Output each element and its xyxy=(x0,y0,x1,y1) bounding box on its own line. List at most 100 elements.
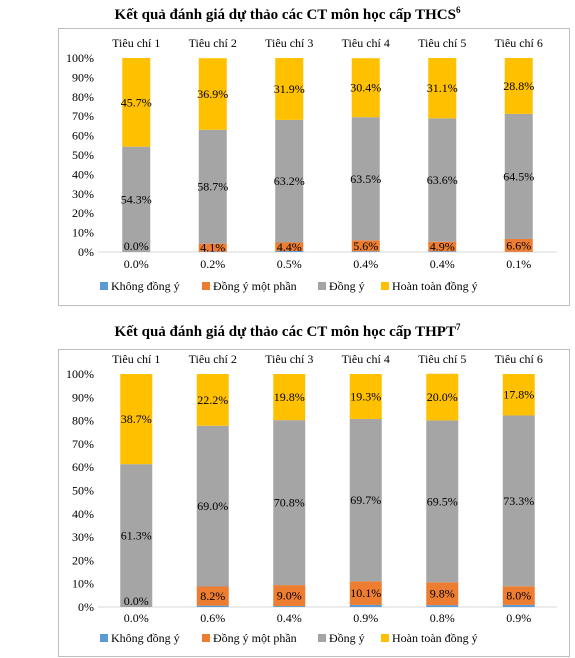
y-tick-label: 90% xyxy=(72,70,94,84)
data-label: 8.2% xyxy=(200,589,225,603)
chart-title-thpt-footnote: 7 xyxy=(455,322,461,332)
bar-segment xyxy=(349,418,382,582)
category-label: Tiêu chí 6 xyxy=(495,352,543,366)
bar-segment xyxy=(120,464,153,607)
data-label: 8.0% xyxy=(506,589,531,603)
bar-segment xyxy=(273,585,306,607)
data-label: 4.1% xyxy=(200,241,225,255)
bar-segment xyxy=(196,425,229,587)
data-label: 19.3% xyxy=(350,389,381,403)
category-label: Tiêu chí 4 xyxy=(342,36,390,50)
data-label: 69.7% xyxy=(350,493,381,507)
bar-segment xyxy=(351,240,380,252)
data-label: 58.7% xyxy=(197,180,228,194)
bar-segment xyxy=(275,251,304,252)
bar-segment xyxy=(428,251,457,252)
bar-segment xyxy=(426,373,459,421)
bar-segment xyxy=(504,58,533,114)
bar-segment xyxy=(351,58,380,118)
data-label: 9.8% xyxy=(430,587,455,601)
bar-segment xyxy=(122,146,151,252)
bar-segment xyxy=(428,118,457,242)
data-label: 61.3% xyxy=(121,529,152,543)
data-label: 19.8% xyxy=(274,390,305,404)
data-label: 10.1% xyxy=(350,586,381,600)
legend-label: Không đồng ý xyxy=(111,279,180,293)
legend-label: Không đồng ý xyxy=(111,631,180,645)
y-tick-label: 20% xyxy=(72,553,94,567)
data-label: 20.0% xyxy=(427,390,458,404)
data-label: 0.1% xyxy=(506,257,531,271)
legend-label: Đồng ý xyxy=(329,279,365,293)
bar-segment xyxy=(428,58,457,119)
data-label: 6.6% xyxy=(506,238,531,252)
bar-segment xyxy=(428,241,457,252)
category-label: Tiêu chí 1 xyxy=(112,352,160,366)
bar-segment xyxy=(502,586,535,605)
y-tick-label: 30% xyxy=(72,187,94,201)
data-label: 0.2% xyxy=(200,257,225,271)
bar-segment xyxy=(351,117,380,241)
bar-segment xyxy=(275,58,304,120)
bar-segment xyxy=(275,242,304,252)
data-label: 0.0% xyxy=(124,611,149,625)
y-tick-label: 10% xyxy=(72,577,94,591)
data-label: 0.9% xyxy=(353,611,378,625)
y-tick-label: 40% xyxy=(72,167,94,181)
data-label: 17.8% xyxy=(503,388,534,402)
data-label: 30.4% xyxy=(350,81,381,95)
data-label: 70.8% xyxy=(274,496,305,510)
legend-label: Đồng ý một phần xyxy=(213,631,297,645)
bar-segment xyxy=(120,374,153,465)
data-label: 36.9% xyxy=(197,87,228,101)
legend-label: Hoàn toàn đồng ý xyxy=(392,279,478,293)
bar-segment xyxy=(349,604,382,607)
data-label: 0.0% xyxy=(124,239,149,253)
y-tick-label: 80% xyxy=(72,414,94,428)
category-label: Tiêu chí 3 xyxy=(265,36,313,50)
category-label: Tiêu chí 2 xyxy=(189,36,237,50)
bar-segment xyxy=(198,58,227,130)
data-label: 73.3% xyxy=(503,494,534,508)
y-tick-label: 90% xyxy=(72,390,94,404)
bar-segment xyxy=(196,605,229,607)
data-label: 0.9% xyxy=(506,611,531,625)
bar-segment xyxy=(196,586,229,606)
category-label: Tiêu chí 2 xyxy=(189,352,237,366)
chart-title-thcs-footnote: 6 xyxy=(455,5,461,15)
y-tick-label: 20% xyxy=(72,206,94,220)
data-label: 31.1% xyxy=(427,81,458,95)
legend-label: Đồng ý một phần xyxy=(213,279,297,293)
legend-swatch xyxy=(202,634,210,642)
data-label: 31.9% xyxy=(274,82,305,96)
y-tick-label: 50% xyxy=(72,148,94,162)
y-tick-label: 60% xyxy=(72,460,94,474)
bar-segment xyxy=(504,239,533,252)
y-tick-label: 30% xyxy=(72,530,94,544)
bar-segment xyxy=(502,374,535,416)
data-label: 4.4% xyxy=(277,240,302,254)
y-tick-label: 50% xyxy=(72,484,94,498)
bar-segment xyxy=(273,374,306,421)
data-label: 0.6% xyxy=(200,611,225,625)
data-label: 69.0% xyxy=(197,499,228,513)
data-label: 63.5% xyxy=(350,172,381,186)
data-label: 63.2% xyxy=(274,174,305,188)
data-label: 69.5% xyxy=(427,494,458,508)
data-label: 38.7% xyxy=(121,412,152,426)
data-label: 0.0% xyxy=(124,257,149,271)
data-label: 63.6% xyxy=(427,173,458,187)
data-label: 0.0% xyxy=(124,594,149,608)
bar-segment xyxy=(198,129,227,244)
category-label: Tiêu chí 5 xyxy=(418,36,466,50)
category-label: Tiêu chí 6 xyxy=(495,36,543,50)
y-tick-label: 100% xyxy=(66,51,94,65)
data-label: 22.2% xyxy=(197,393,228,407)
bar-segment xyxy=(502,415,535,587)
data-label: 4.9% xyxy=(430,239,455,253)
bar-segment xyxy=(198,243,227,252)
data-label: 45.7% xyxy=(121,95,152,109)
y-tick-label: 0% xyxy=(78,600,94,614)
data-label: 0.4% xyxy=(277,611,302,625)
data-label: 5.6% xyxy=(353,239,378,253)
